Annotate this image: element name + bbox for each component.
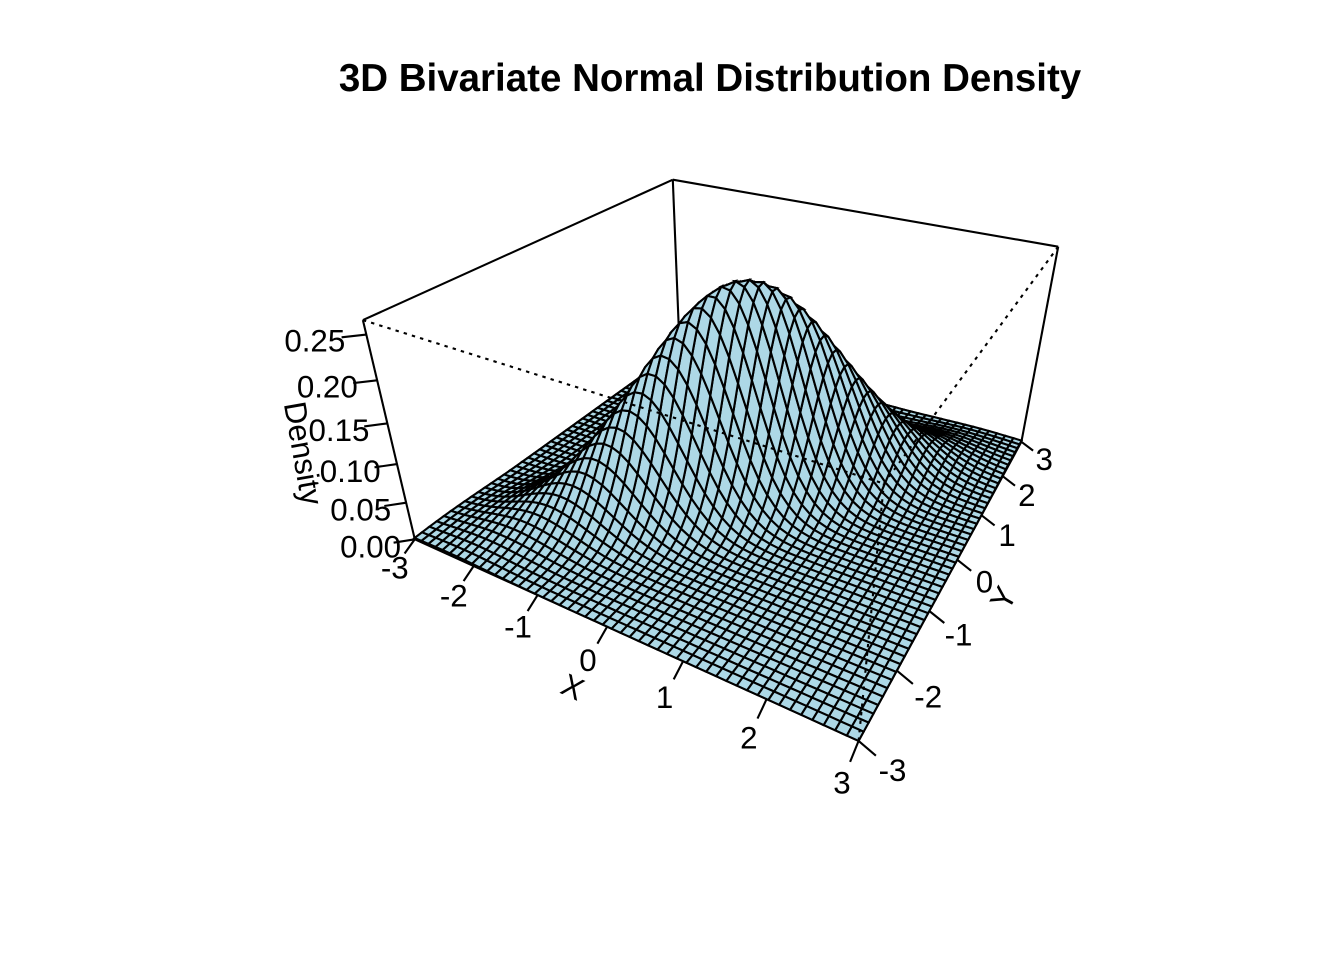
svg-text:-2: -2 [440, 579, 468, 614]
svg-text:3: 3 [833, 765, 850, 800]
svg-text:2: 2 [740, 721, 757, 756]
svg-text:3: 3 [1035, 442, 1052, 477]
svg-text:1: 1 [998, 518, 1015, 553]
svg-text:-1: -1 [945, 618, 973, 653]
svg-text:2: 2 [1018, 478, 1035, 513]
svg-text:1: 1 [656, 680, 673, 715]
svg-text:0.00: 0.00 [340, 530, 401, 565]
svg-text:3D Bivariate Normal Distributi: 3D Bivariate Normal Distribution Density [339, 57, 1082, 100]
svg-text:-3: -3 [879, 753, 907, 788]
svg-text:0.10: 0.10 [320, 454, 381, 489]
svg-text:-1: -1 [504, 610, 532, 645]
svg-text:0.05: 0.05 [330, 493, 391, 528]
svg-text:-2: -2 [914, 680, 942, 715]
svg-text:0.25: 0.25 [284, 323, 345, 358]
